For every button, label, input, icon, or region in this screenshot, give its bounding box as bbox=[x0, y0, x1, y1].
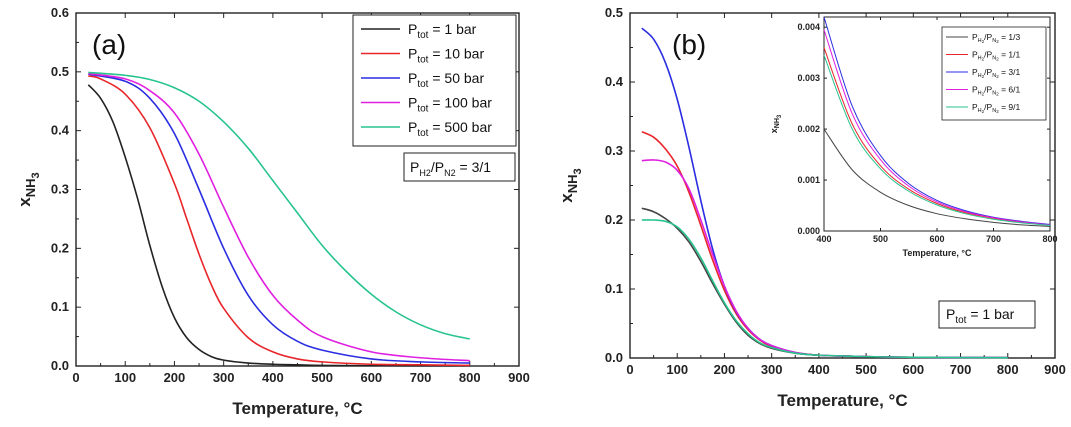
x-tick-label: 600 bbox=[929, 234, 944, 244]
panel-label-a: (a) bbox=[92, 29, 126, 60]
x-tick-label: 500 bbox=[311, 370, 333, 385]
x-tick-label: 600 bbox=[360, 370, 382, 385]
series-line-500-bar bbox=[88, 71, 470, 340]
x-tick-label: 300 bbox=[761, 362, 783, 377]
ratio-annotation-text: PH2/PN2 = 3/1 bbox=[410, 159, 491, 178]
x-tick-label: 500 bbox=[873, 234, 888, 244]
y-tick-label: 0.2 bbox=[51, 240, 69, 255]
ratio-annotation-box bbox=[403, 152, 516, 182]
x-axis-label: Temperature, °C bbox=[903, 248, 972, 258]
x-tick-label: 400 bbox=[808, 362, 830, 377]
series-line-1-1 bbox=[823, 47, 1051, 226]
y-axis-label: xNH3 bbox=[557, 168, 584, 202]
y-tick-label: 0.5 bbox=[51, 64, 69, 79]
chart-panel-0: 0 100 200 300 400 500 600 700 800 900 0.0 0.1 0.2 0.3… bbox=[15, 5, 530, 418]
y-tick-label: 0.3 bbox=[51, 182, 69, 197]
legend-entry-4: Ptot = 500 bar bbox=[408, 119, 492, 139]
series-line-6-1 bbox=[823, 29, 1051, 226]
y-tick-label: 0.1 bbox=[605, 281, 623, 296]
inset-legend-entry-3: PH2/PN2 = 6/1 bbox=[972, 85, 1020, 97]
y-tick-label: 0.0 bbox=[605, 350, 623, 365]
pressure-annotation-box bbox=[938, 300, 1036, 329]
inset-legend-entry-0: PH2/PN2 = 1/3 bbox=[972, 32, 1020, 44]
x-tick-label: 300 bbox=[213, 370, 235, 385]
y-axis-label: xNH3 bbox=[15, 172, 42, 206]
inset-legend-entry-1: PH2/PN2 = 1/1 bbox=[972, 50, 1020, 62]
legend-box bbox=[352, 14, 517, 147]
y-tick-label: 0.002 bbox=[797, 124, 820, 134]
x-tick-label: 200 bbox=[714, 362, 736, 377]
x-tick-label: 900 bbox=[1044, 362, 1066, 377]
y-tick-label: 0.3 bbox=[605, 143, 623, 158]
y-tick-label: 0.001 bbox=[797, 175, 820, 185]
ratio-annotation: PH2/PN2 = 3/1 bbox=[403, 152, 516, 182]
pressure-annotation: Ptot = 1 bar bbox=[938, 300, 1036, 329]
x-tick-label: 800 bbox=[1042, 234, 1057, 244]
y-tick-label: 0.4 bbox=[51, 123, 70, 138]
x-tick-label: 400 bbox=[262, 370, 284, 385]
series-line-1-bar bbox=[87, 84, 470, 367]
legend: Ptot = 1 bar Ptot = 10 bar Ptot = 50 bar Pt… bbox=[352, 14, 517, 147]
y-tick-label: 0.4 bbox=[605, 74, 624, 89]
legend-entry-2: Ptot = 50 bar bbox=[408, 70, 484, 90]
x-tick-label: 100 bbox=[114, 370, 136, 385]
panel-label-b: (b) bbox=[672, 29, 706, 60]
x-tick-label: 600 bbox=[902, 362, 924, 377]
y-tick-label: 0.5 bbox=[605, 5, 623, 20]
x-tick-label: 0 bbox=[626, 362, 633, 377]
x-tick-label: 500 bbox=[855, 362, 877, 377]
series-line-1-3 bbox=[823, 128, 1051, 227]
series-line-10-bar bbox=[88, 75, 470, 367]
x-axis-label: Temperature, °C bbox=[777, 391, 907, 410]
x-tick-label: 400 bbox=[816, 234, 831, 244]
y-tick-label: 0.000 bbox=[797, 226, 820, 236]
y-tick-label: 0.6 bbox=[51, 5, 69, 20]
series-line-100-bar bbox=[88, 72, 470, 362]
y-axis-label: xNH3 bbox=[769, 114, 783, 133]
x-tick-label: 700 bbox=[410, 370, 432, 385]
inset-legend-box bbox=[941, 26, 1047, 121]
y-tick-label: 0.2 bbox=[605, 212, 623, 227]
y-tick-label: 0.1 bbox=[51, 299, 69, 314]
x-tick-label: 800 bbox=[459, 370, 481, 385]
series-line-9-1 bbox=[823, 55, 1051, 226]
inset-legend: PH2/PN2 = 1/3 PH2/PN2 = 1/1 PH2/PN2 = 3/1 P… bbox=[941, 26, 1047, 121]
legend-entry-3: Ptot = 100 bar bbox=[408, 95, 492, 115]
inset-chart: 400 500 600 700 800 0.000 0.001 0.002 0.003 0.004… bbox=[769, 16, 1058, 258]
x-tick-label: 800 bbox=[997, 362, 1019, 377]
series-line-9-1 bbox=[641, 219, 1008, 359]
x-tick-label: 100 bbox=[666, 362, 688, 377]
x-tick-label: 900 bbox=[508, 370, 530, 385]
y-tick-label: 0.004 bbox=[797, 22, 820, 32]
series-line-50-bar bbox=[88, 73, 470, 364]
pressure-annotation-text: Ptot = 1 bar bbox=[946, 306, 1015, 326]
legend-entry-0: Ptot = 1 bar bbox=[408, 21, 477, 41]
inset-legend-entry-4: PH2/PN2 = 9/1 bbox=[972, 102, 1020, 114]
x-tick-label: 700 bbox=[950, 362, 972, 377]
y-tick-label: 0.003 bbox=[797, 73, 820, 83]
x-tick-label: 0 bbox=[72, 370, 79, 385]
inset-legend-entry-2: PH2/PN2 = 3/1 bbox=[972, 67, 1020, 79]
x-tick-label: 200 bbox=[164, 370, 186, 385]
x-axis-label: Temperature, °C bbox=[232, 399, 362, 418]
x-tick-label: 700 bbox=[986, 234, 1001, 244]
y-tick-label: 0.0 bbox=[51, 358, 69, 373]
legend-entry-1: Ptot = 10 bar bbox=[408, 46, 484, 66]
